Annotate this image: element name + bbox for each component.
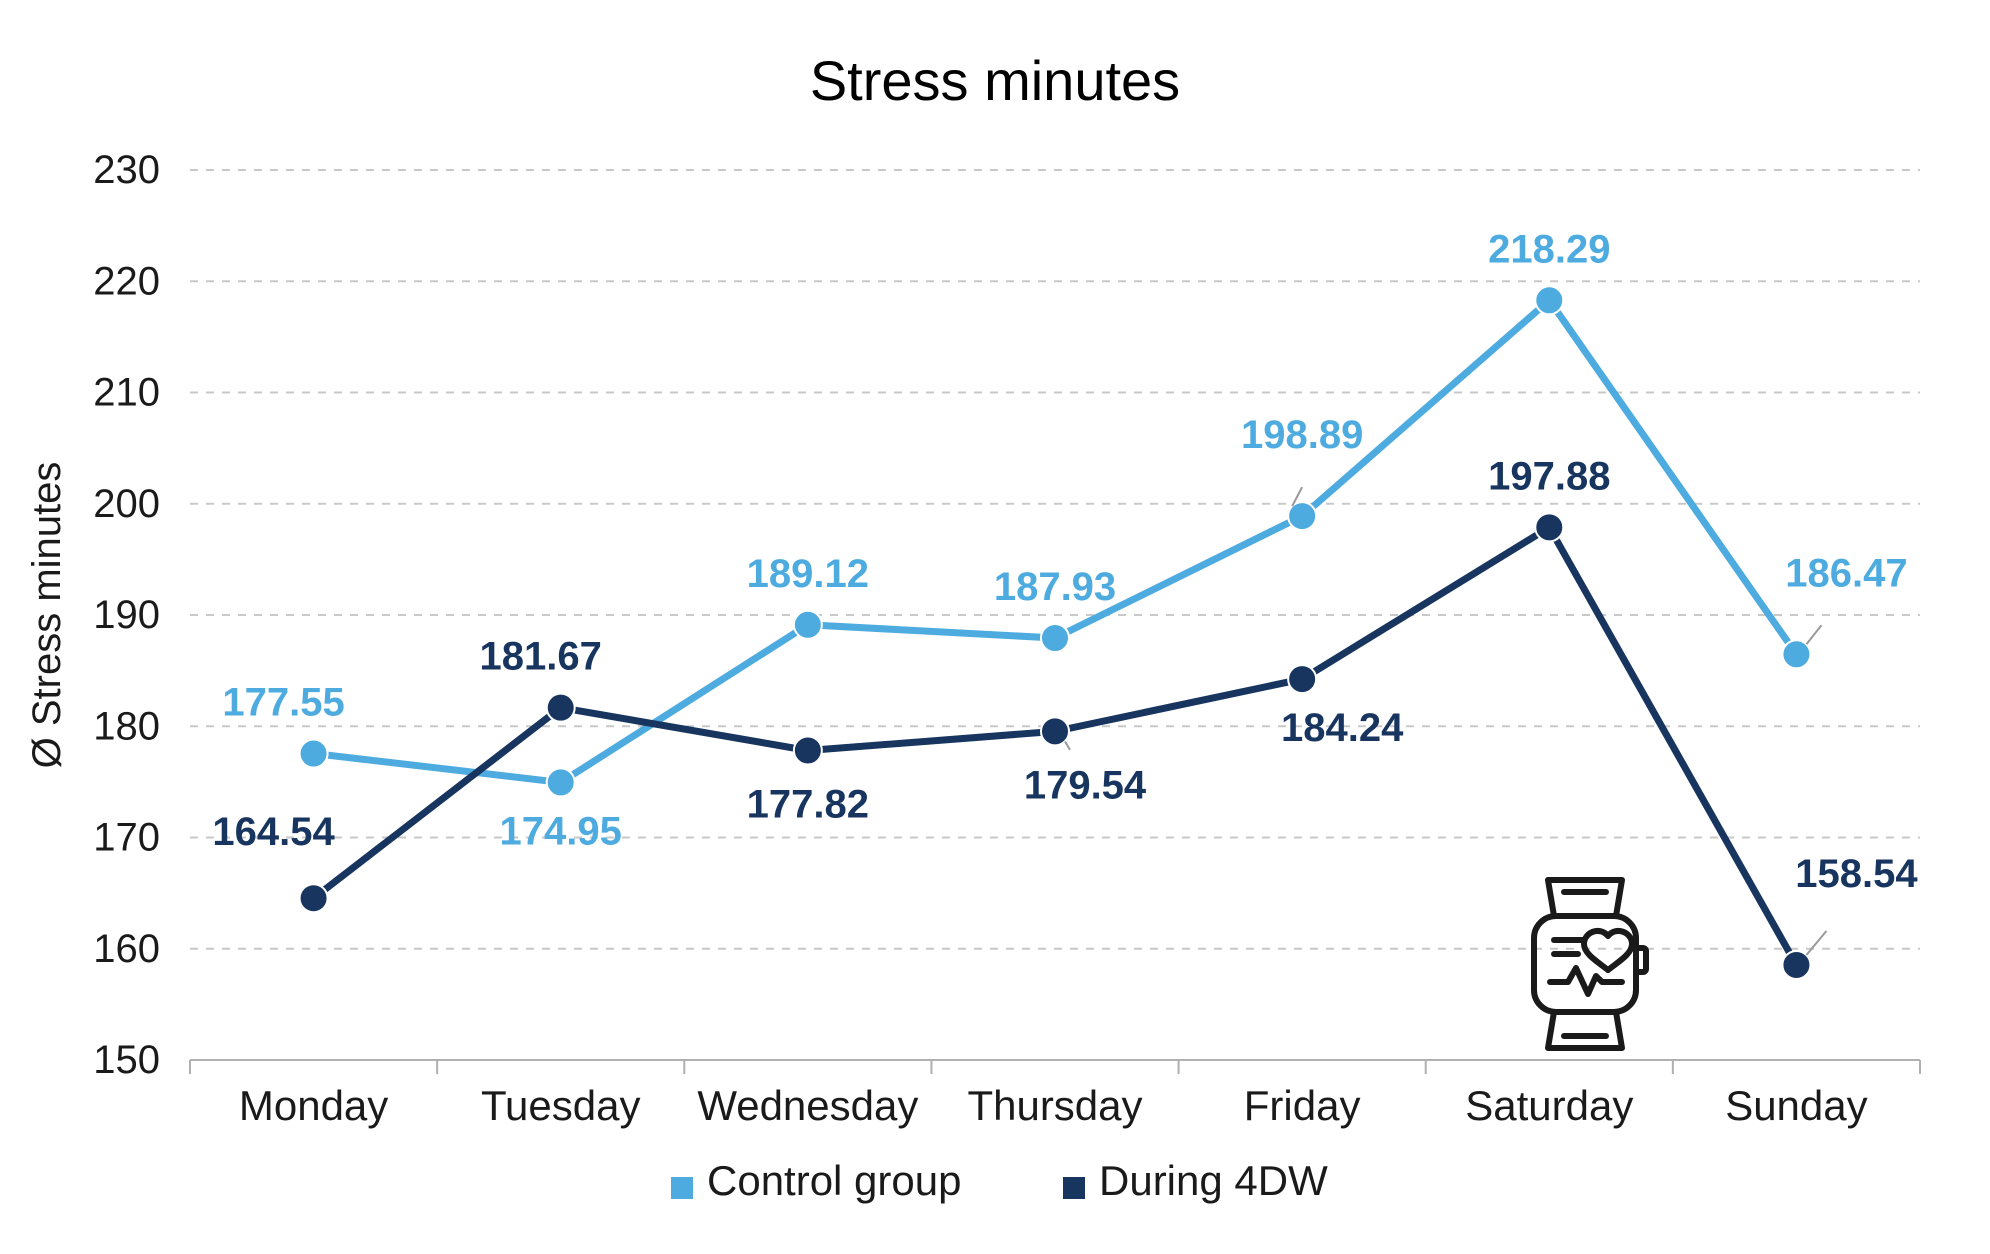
data-label: 186.47 (1785, 551, 1907, 595)
x-tick-label: Wednesday (697, 1082, 918, 1129)
leader-line (1065, 741, 1070, 750)
y-tick-label: 210 (93, 371, 160, 415)
data-label: 177.55 (222, 681, 344, 725)
series-marker (794, 611, 822, 639)
leader-line (1806, 625, 1821, 644)
data-label: 218.29 (1488, 227, 1610, 271)
y-tick-label: 180 (93, 704, 160, 748)
y-tick-label: 150 (93, 1038, 160, 1082)
series-marker (1782, 951, 1810, 979)
data-label: 189.12 (747, 552, 869, 596)
data-label: 197.88 (1488, 454, 1610, 498)
series-marker (300, 884, 328, 912)
y-axis-label: Ø Stress minutes (25, 462, 69, 769)
x-tick-label: Sunday (1725, 1082, 1867, 1129)
data-label: 164.54 (212, 810, 335, 854)
chart-svg: Stress minutes 150 160 170 180 190 200 210 220 23… (0, 0, 1990, 1254)
series-marker (794, 737, 822, 765)
data-label: 179.54 (1024, 763, 1147, 807)
smartwatch-icon (1534, 880, 1646, 1048)
series-marker (547, 694, 575, 722)
data-label: 198.89 (1241, 413, 1363, 457)
x-tick-label: Monday (239, 1082, 388, 1129)
y-tick-label: 230 (93, 148, 160, 192)
data-label: 181.67 (480, 635, 602, 679)
series-marker (1782, 640, 1810, 668)
series-marker (300, 740, 328, 768)
y-tick-label: 160 (93, 927, 160, 971)
data-label: 158.54 (1795, 852, 1918, 896)
y-tick-label: 200 (93, 482, 160, 526)
series-marker (1288, 665, 1316, 693)
legend-swatch (1063, 1177, 1085, 1199)
series-marker (1535, 286, 1563, 314)
legend-swatch (671, 1177, 693, 1199)
series-marker (1535, 513, 1563, 541)
legend-label: During 4DW (1099, 1157, 1328, 1204)
data-label: 177.82 (747, 783, 869, 827)
x-tick-label: Thursday (967, 1082, 1142, 1129)
y-tick-label: 220 (93, 259, 160, 303)
data-label: 184.24 (1281, 706, 1404, 750)
series-marker (1288, 502, 1316, 530)
series-line (314, 300, 1797, 782)
leader-line (1806, 931, 1826, 955)
stress-minutes-chart: Stress minutes 150 160 170 180 190 200 210 220 23… (0, 0, 1990, 1254)
x-tick-label: Saturday (1465, 1082, 1633, 1129)
series-marker (547, 768, 575, 796)
data-label: 187.93 (994, 565, 1116, 609)
x-tick-label: Friday (1244, 1082, 1361, 1129)
chart-title: Stress minutes (810, 49, 1180, 112)
y-tick-label: 190 (93, 593, 160, 637)
x-tick-label: Tuesday (481, 1082, 641, 1129)
legend-label: Control group (707, 1157, 961, 1204)
y-tick-label: 170 (93, 816, 160, 860)
series-marker (1041, 717, 1069, 745)
series-marker (1041, 624, 1069, 652)
data-label: 174.95 (500, 809, 622, 853)
